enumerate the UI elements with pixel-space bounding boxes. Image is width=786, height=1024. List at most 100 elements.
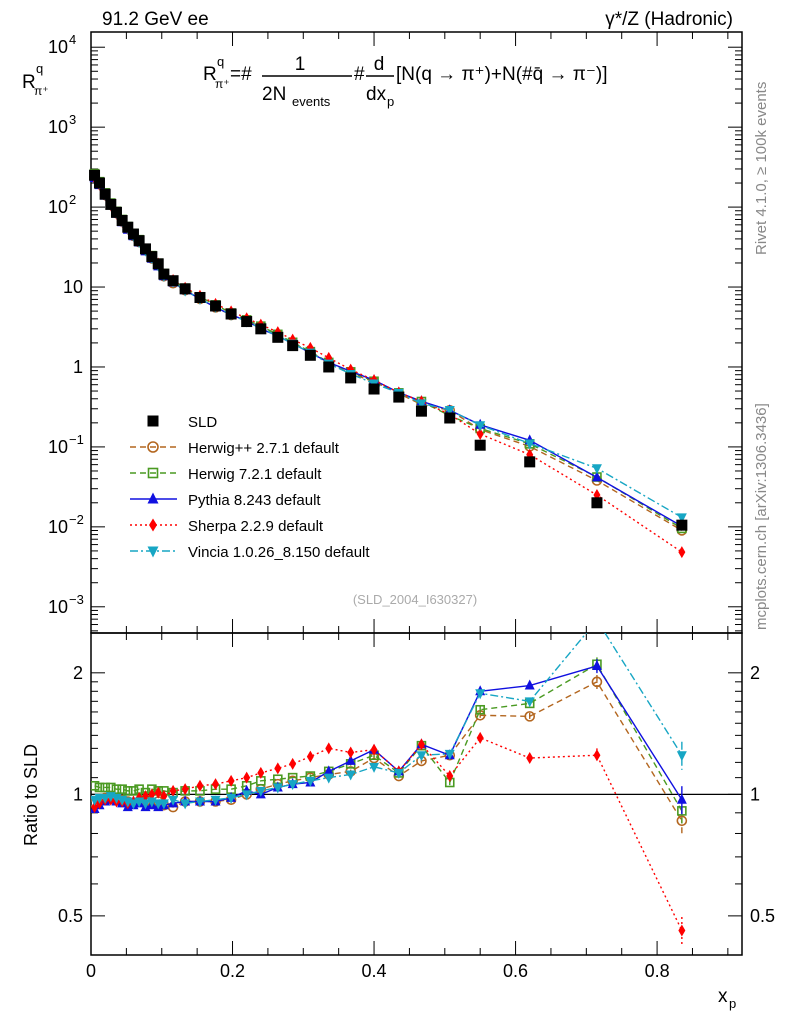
ratio-ylabel: Ratio to SLD	[21, 744, 41, 846]
ratio-point-sherpa	[169, 784, 177, 797]
ratio-point-sherpa	[196, 779, 204, 792]
ratio-point-vincia	[210, 795, 221, 806]
ratio-point-sherpa	[160, 790, 168, 803]
point-sld	[194, 291, 206, 303]
ratio-point-herwig7	[128, 786, 139, 796]
svg-text:q: q	[36, 61, 43, 76]
point-sld	[225, 308, 237, 320]
svg-text:dx: dx	[366, 84, 387, 105]
svg-text:p: p	[387, 94, 394, 109]
point-sld	[304, 349, 316, 361]
svg-text:π⁺: π⁺	[34, 84, 49, 98]
ratio-y-tick-label: 0.5	[58, 906, 83, 926]
y-tick-exponent: −2	[69, 512, 84, 527]
ratio-point-sherpa	[370, 743, 378, 756]
y-tick-exponent: 3	[69, 112, 76, 127]
point-pythia	[591, 471, 602, 482]
ratio-point-herwig7	[122, 786, 133, 796]
legend-label-vincia: Vincia 1.0.26_8.150 default	[188, 544, 370, 561]
ratio-point-herwig7	[111, 784, 122, 794]
y-tick-label: 1	[73, 357, 83, 377]
point-vincia	[676, 513, 687, 524]
svg-text:2N: 2N	[262, 84, 286, 105]
y-tick-label: 10	[48, 437, 68, 457]
y-tick-exponent: −3	[69, 592, 84, 607]
ratio-point-sherpa	[347, 746, 355, 759]
formula: R q π⁺ =# 1 2N events # d dx p [N(q → π⁺…	[203, 54, 608, 109]
ratio-point-vincia	[287, 780, 298, 791]
ratio-y-tick-label: 1	[73, 784, 83, 804]
legend-label-herwig++: Herwig++ 2.7.1 default	[188, 440, 340, 457]
svg-text:events: events	[292, 94, 331, 109]
point-sld	[110, 206, 122, 218]
ratio-point-sherpa	[227, 774, 235, 787]
point-sld	[152, 258, 164, 270]
ratio-point-vincia	[255, 786, 266, 797]
svg-text:x: x	[718, 986, 728, 1007]
legend-label-herwig7: Herwig 7.2.1 default	[188, 466, 322, 483]
x-tick-label: 0.2	[220, 961, 245, 981]
point-sld	[323, 361, 335, 373]
svg-text:d: d	[374, 54, 385, 75]
svg-text:R: R	[203, 64, 217, 85]
legend-marker-pythia	[147, 492, 159, 504]
ratio-point-sherpa	[306, 750, 314, 763]
ratio-point-sherpa	[154, 786, 162, 799]
ratio-point-sherpa	[678, 924, 686, 937]
ratio-point-vincia	[524, 697, 535, 708]
point-vincia	[524, 439, 535, 450]
point-sld	[89, 169, 101, 181]
point-sld	[116, 214, 128, 226]
point-sld	[122, 221, 134, 233]
ratio-point-sherpa	[417, 738, 425, 751]
ratio-point-vincia	[475, 689, 486, 700]
ratio-point-vincia	[241, 790, 252, 801]
series-line-pythia	[93, 177, 683, 527]
ratio-point-vincia	[676, 751, 687, 762]
ratio-point-sherpa	[289, 757, 297, 770]
point-sld	[393, 391, 405, 403]
legend-marker-herwig7	[147, 467, 159, 479]
mcplots-label: mcplots.cern.ch [arXiv:1306.3436]	[753, 403, 770, 630]
main-frame	[90, 31, 743, 634]
legend-label-sld: SLD	[188, 414, 217, 431]
ratio-point-vincia	[128, 799, 139, 810]
ratio-point-herwig7	[106, 782, 116, 793]
x-tick-label: 0	[86, 961, 96, 981]
y-tick-label: 10	[48, 517, 68, 537]
ratio-point-sherpa	[593, 749, 601, 762]
svg-text:1: 1	[295, 54, 306, 75]
point-sld	[158, 268, 170, 280]
point-vincia	[416, 399, 427, 410]
y-tick-label: 10	[63, 277, 83, 297]
ratio-point-sherpa	[141, 790, 149, 803]
point-sld	[133, 235, 145, 247]
ratio-y-tick-label: 2	[73, 663, 83, 683]
y-tick-exponent: 4	[69, 32, 76, 47]
ratio-point-vincia	[194, 797, 205, 808]
ratio-point-pythia	[591, 659, 602, 670]
ratio-point-vincia	[416, 751, 427, 762]
point-sld	[127, 228, 139, 240]
ratio-point-herwig7	[94, 782, 105, 793]
ratio-point-sherpa	[148, 788, 156, 801]
ratio-point-vincia	[140, 799, 151, 810]
legend-marker-herwig++	[147, 441, 159, 453]
ratio-point-vincia	[444, 749, 455, 760]
point-sld	[105, 198, 117, 210]
ratio-point-vincia	[272, 783, 283, 794]
point-sld	[93, 177, 105, 189]
ratio-y-tick-label-right: 1	[750, 784, 760, 804]
point-sld	[524, 456, 536, 468]
ratio-point-vincia	[592, 616, 602, 626]
point-sld	[591, 497, 603, 509]
point-sld	[146, 251, 158, 263]
series-line-sherpa	[93, 177, 683, 553]
point-sld	[444, 412, 456, 424]
svg-text:[N(q → π⁺)+N(#q̄ → π⁻)]: [N(q → π⁺)+N(#q̄ → π⁻)]	[396, 64, 608, 85]
point-sld	[139, 243, 151, 255]
point-sld	[210, 300, 222, 312]
svg-text:π⁺: π⁺	[215, 77, 230, 91]
rivet-label: Rivet 4.1.0, ≥ 100k events	[753, 82, 770, 255]
